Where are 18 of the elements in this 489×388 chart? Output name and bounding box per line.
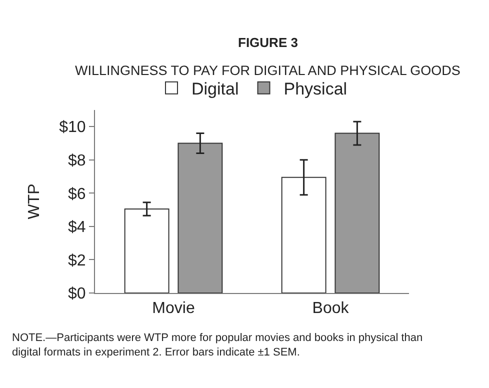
y-tick-label: $6 (68, 186, 86, 203)
legend-label: Digital (192, 80, 239, 99)
x-tick-label: Book (312, 300, 350, 318)
legend-label: Physical (284, 80, 348, 99)
chart-title: FIGURE 3 (238, 35, 298, 50)
x-tick-label: Movie (152, 300, 195, 318)
y-tick-label: $2 (68, 252, 86, 270)
y-tick-label: $10 (59, 119, 86, 136)
y-tick-label: $4 (68, 219, 86, 236)
bar (281, 176, 326, 293)
bar (124, 208, 170, 293)
text: NOTE.—Participants were WTP more for popular movies and books in physical than digital formats in experiment 2. Error bars indicate ±1 SEM. (12, 332, 423, 358)
bar (334, 132, 380, 293)
chart-subtitle: WILLINGNESS TO PAY FOR DIGITAL AND PHYSICAL GOODS (75, 63, 460, 78)
y-tick-label: $8 (68, 152, 86, 170)
bar (178, 142, 223, 293)
y-axis-title: WTP (26, 184, 43, 220)
y-tick-label: $0 (68, 286, 86, 303)
